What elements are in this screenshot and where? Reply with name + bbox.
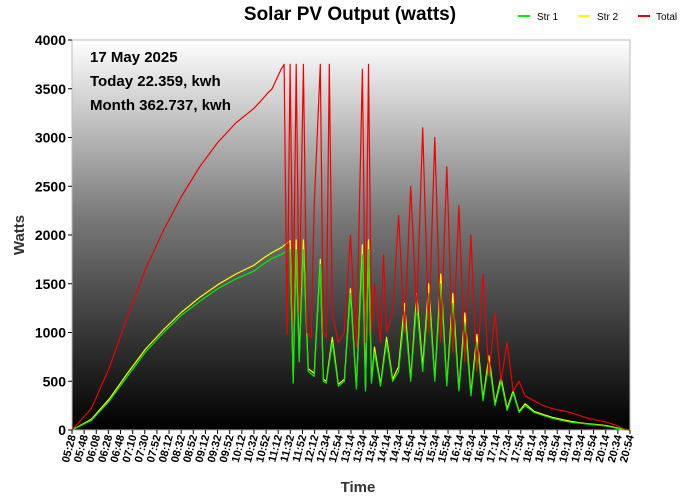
y-tick-label: 1500 bbox=[35, 276, 66, 292]
annotation-month: Month 362.737, kwh bbox=[90, 97, 231, 114]
y-tick-label: 500 bbox=[43, 373, 67, 389]
y-tick-label: 2000 bbox=[35, 227, 66, 243]
y-tick-label: 2500 bbox=[35, 178, 66, 194]
annotation-today: Today 22.359, kwh bbox=[90, 73, 221, 90]
y-axis: 0 500 1000 1500 2000 2500 3000 3500 4000 bbox=[35, 32, 72, 438]
legend-label-str1: Str 1 bbox=[537, 12, 559, 23]
y-axis-title: Watts bbox=[11, 215, 28, 255]
y-tick-label: 4000 bbox=[35, 32, 66, 48]
series-line-str-2 bbox=[71, 239, 631, 431]
x-axis: 05:2805:4806:0806:2806:4807:1007:3007:52… bbox=[60, 430, 637, 464]
series-line-total bbox=[71, 63, 631, 431]
y-tick-label: 3500 bbox=[35, 81, 66, 97]
y-tick-label: 1000 bbox=[35, 325, 66, 341]
series-layer bbox=[71, 63, 631, 431]
series-line-str-1 bbox=[71, 249, 631, 431]
y-tick-label: 0 bbox=[58, 422, 66, 438]
y-tick-label: 3000 bbox=[35, 130, 66, 146]
x-axis-title: Time bbox=[341, 479, 376, 496]
legend-label-str2: Str 2 bbox=[597, 12, 619, 23]
legend-label-total: Total bbox=[656, 12, 677, 23]
annotation-date: 17 May 2025 bbox=[90, 49, 178, 66]
chart-title: Solar PV Output (watts) bbox=[244, 4, 456, 25]
legend: Str 1 Str 2 Total bbox=[518, 12, 677, 23]
